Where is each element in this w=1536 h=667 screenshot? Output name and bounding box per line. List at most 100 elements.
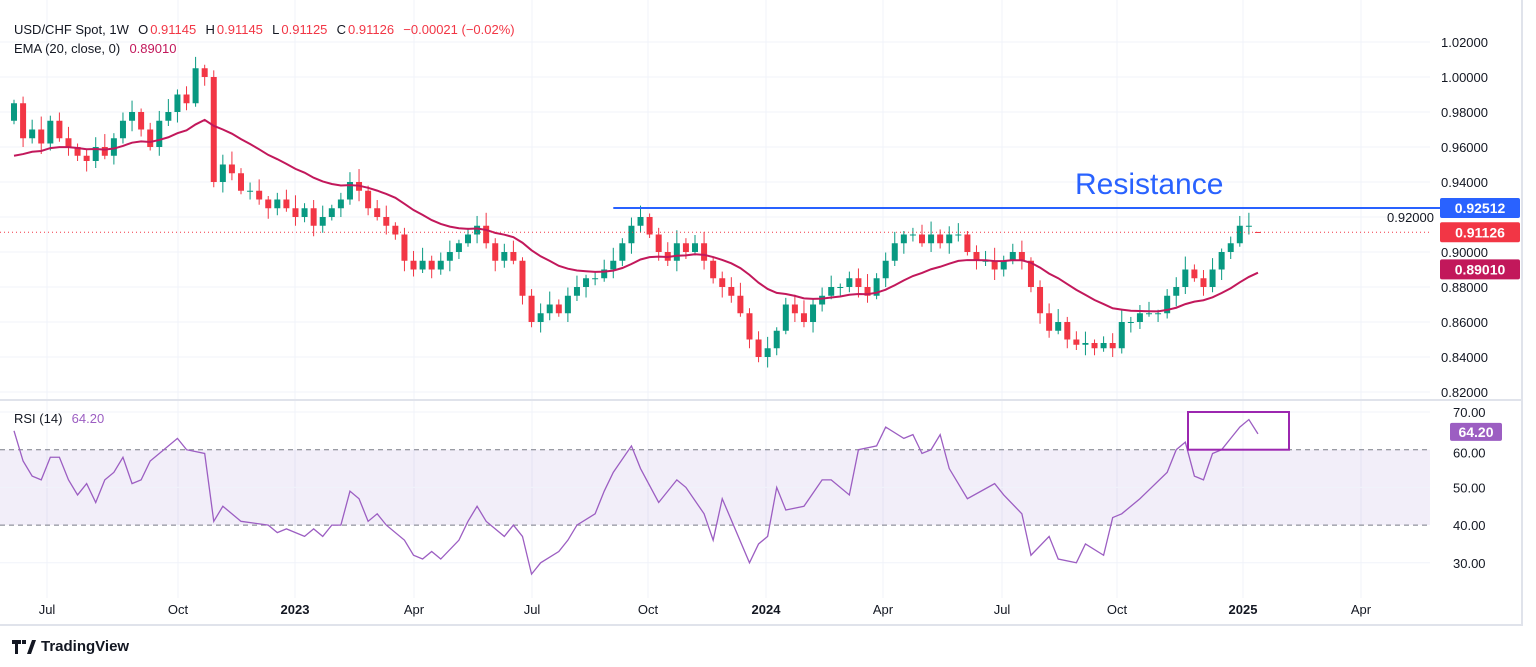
candle-body xyxy=(247,190,254,192)
rsi-price-tag-bg xyxy=(1450,422,1502,441)
candle-body xyxy=(446,252,453,261)
candle-body xyxy=(746,313,753,340)
candle-body xyxy=(601,269,608,279)
candle-body xyxy=(873,278,880,296)
candle-body xyxy=(528,295,535,322)
candle-body xyxy=(1245,225,1252,227)
change-value: −0.00021 (−0.02%) xyxy=(403,22,515,37)
time-axis-label: 2024 xyxy=(752,602,782,617)
rsi-tick-label: 40.00 xyxy=(1453,518,1486,533)
candle-body xyxy=(474,225,481,235)
candle-body xyxy=(610,260,617,270)
candle-body xyxy=(955,234,962,236)
candle-body xyxy=(810,304,817,322)
candle-body xyxy=(301,208,308,217)
candle-body xyxy=(882,260,889,279)
time-axis-label: Oct xyxy=(168,602,189,617)
time-axis-label: 2025 xyxy=(1229,602,1258,617)
candle-body xyxy=(1073,339,1080,345)
candle-body xyxy=(519,260,526,296)
ema-line xyxy=(13,118,1259,313)
rsi-legend[interactable]: RSI (14) 64.20 xyxy=(14,411,106,426)
candle-body xyxy=(773,330,780,349)
candle-body xyxy=(1236,225,1243,244)
ema-legend[interactable]: EMA (20, close, 0) 0.89010 xyxy=(14,41,178,56)
candle-body xyxy=(119,120,126,139)
open-value: 0.91145 xyxy=(150,22,197,37)
candle-body xyxy=(737,295,744,314)
price-tick-label: 1.02000 xyxy=(1441,35,1488,50)
candle-body xyxy=(900,234,907,244)
time-axis-label: Jul xyxy=(994,602,1011,617)
rsi-line xyxy=(13,418,1259,576)
time-axis-label: Oct xyxy=(1107,602,1128,617)
candle-body xyxy=(1091,343,1098,349)
rsi-tick-label: 70.00 xyxy=(1453,405,1486,420)
candle-body xyxy=(29,129,36,139)
candle-body xyxy=(492,243,499,261)
candle-body xyxy=(891,243,898,261)
candle-body xyxy=(319,217,326,226)
candle-body xyxy=(973,252,980,261)
candle-body xyxy=(101,147,108,156)
candle-body xyxy=(83,155,90,161)
candle-body xyxy=(855,278,862,287)
candle-body xyxy=(510,252,517,261)
candle-body xyxy=(937,234,944,244)
candle-body xyxy=(238,173,244,191)
candle-body xyxy=(56,120,63,139)
candle-body xyxy=(138,112,145,130)
tradingview-brand: TradingView xyxy=(41,638,130,655)
low-label: L xyxy=(272,22,280,37)
candle-body xyxy=(501,252,508,261)
candle-body xyxy=(991,260,998,270)
low-value: 0.91125 xyxy=(281,22,328,37)
candle-body xyxy=(682,243,689,252)
candle-body xyxy=(592,278,599,280)
candle-body xyxy=(1173,287,1180,296)
candle-body xyxy=(310,208,317,226)
candle-body xyxy=(964,234,971,252)
candle-body xyxy=(1055,322,1062,331)
candle-body xyxy=(428,260,435,270)
time-axis-label: Apr xyxy=(1351,602,1372,617)
candle-body xyxy=(401,234,408,261)
candle-body xyxy=(1082,343,1089,345)
candle-body xyxy=(728,287,735,296)
candle-body xyxy=(628,225,635,244)
candle-body xyxy=(392,225,399,235)
candle-body xyxy=(265,199,272,209)
rsi-highlight-box xyxy=(1187,411,1290,451)
candle-body xyxy=(1118,322,1125,349)
candle-body xyxy=(1191,269,1198,279)
candle-body xyxy=(583,278,590,287)
rsi-tick-label: 30.00 xyxy=(1453,556,1486,571)
candle-body xyxy=(819,295,826,305)
symbol-legend: USD/CHF Spot, 1W O 0.91145 H 0.91145 L 0.91… xyxy=(14,22,517,37)
time-axis-label: Oct xyxy=(638,602,659,617)
candle-body xyxy=(92,147,99,161)
candle-body xyxy=(1064,322,1071,340)
resistance-annotation: Resistance xyxy=(1075,168,1223,201)
rsi-label: RSI (14) xyxy=(14,411,63,426)
candle-body xyxy=(1009,252,1016,261)
tradingview-logo[interactable]: TradingView xyxy=(12,638,129,655)
tradingview-icon xyxy=(12,639,36,654)
ema-value: 0.89010 xyxy=(129,41,177,56)
candle-body xyxy=(1164,295,1171,314)
candle-body xyxy=(573,287,580,296)
candle-body xyxy=(1146,313,1152,315)
candle-body xyxy=(764,348,771,357)
symbol-title: USD/CHF Spot, 1W xyxy=(14,22,129,37)
candle-body xyxy=(1254,231,1261,233)
candle-body xyxy=(374,208,381,217)
high-label: H xyxy=(205,22,215,37)
candle-body xyxy=(274,199,281,209)
candle-body xyxy=(410,260,417,270)
candle-body xyxy=(646,217,653,235)
price-tick-label: 0.88000 xyxy=(1441,280,1488,295)
candle-body xyxy=(919,234,925,244)
candle-body xyxy=(1100,343,1107,349)
rsi-value: 64.20 xyxy=(71,411,105,426)
